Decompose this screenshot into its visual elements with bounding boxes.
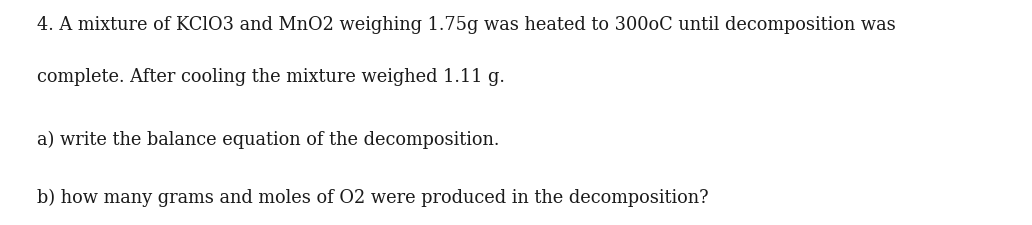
Text: complete. After cooling the mixture weighed 1.11 g.: complete. After cooling the mixture weig…	[37, 68, 505, 86]
Text: a) write the balance equation of the decomposition.: a) write the balance equation of the dec…	[37, 130, 499, 149]
Text: 4. A mixture of KClO3 and MnO2 weighing 1.75g was heated to 300oC until decompos: 4. A mixture of KClO3 and MnO2 weighing …	[37, 16, 896, 34]
Text: b) how many grams and moles of O2 were produced in the decomposition?: b) how many grams and moles of O2 were p…	[37, 189, 709, 207]
